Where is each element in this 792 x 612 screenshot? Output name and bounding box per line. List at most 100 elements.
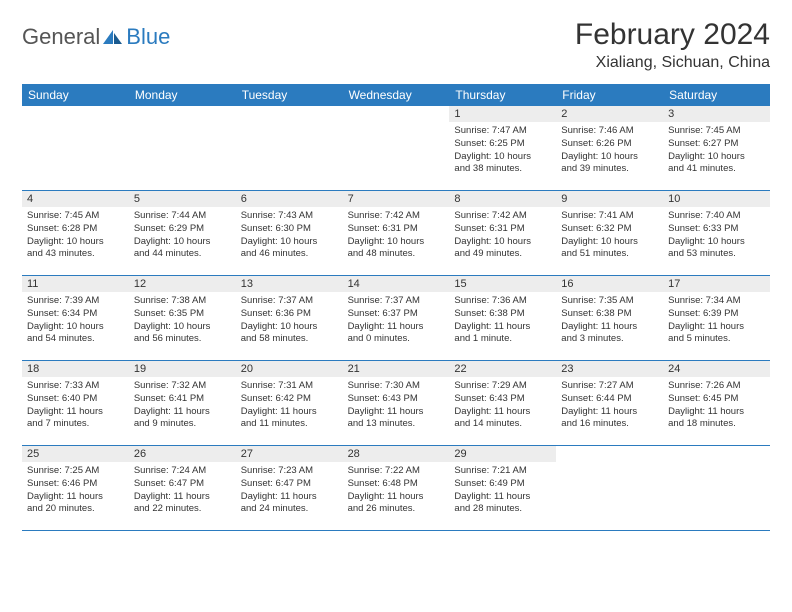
day-details: Sunrise: 7:45 AMSunset: 6:27 PMDaylight:… [663,122,770,180]
day-cell: 6Sunrise: 7:43 AMSunset: 6:30 PMDaylight… [236,191,343,275]
day-details: Sunrise: 7:46 AMSunset: 6:26 PMDaylight:… [556,122,663,180]
sunset-text: Sunset: 6:46 PM [27,478,124,491]
day-cell: 16Sunrise: 7:35 AMSunset: 6:38 PMDayligh… [556,276,663,360]
sunrise-text: Sunrise: 7:31 AM [241,380,338,393]
day-cell: 10Sunrise: 7:40 AMSunset: 6:33 PMDayligh… [663,191,770,275]
sunrise-text: Sunrise: 7:35 AM [561,295,658,308]
sunrise-text: Sunrise: 7:37 AM [241,295,338,308]
day-cell: 22Sunrise: 7:29 AMSunset: 6:43 PMDayligh… [449,361,556,445]
weekday-header: Tuesday [236,84,343,106]
day-cell [556,446,663,530]
day-number: 24 [663,361,770,377]
day-cell: 25Sunrise: 7:25 AMSunset: 6:46 PMDayligh… [22,446,129,530]
sunrise-text: Sunrise: 7:36 AM [454,295,551,308]
day-details: Sunrise: 7:26 AMSunset: 6:45 PMDaylight:… [663,377,770,435]
day-details: Sunrise: 7:30 AMSunset: 6:43 PMDaylight:… [343,377,450,435]
sunset-text: Sunset: 6:31 PM [348,223,445,236]
day-cell: 28Sunrise: 7:22 AMSunset: 6:48 PMDayligh… [343,446,450,530]
daylight-text-1: Daylight: 11 hours [668,321,765,334]
sunset-text: Sunset: 6:42 PM [241,393,338,406]
day-number: 12 [129,276,236,292]
day-details: Sunrise: 7:29 AMSunset: 6:43 PMDaylight:… [449,377,556,435]
daylight-text-1: Daylight: 10 hours [134,321,231,334]
day-number: 16 [556,276,663,292]
daylight-text-2: and 14 minutes. [454,418,551,431]
day-cell: 20Sunrise: 7:31 AMSunset: 6:42 PMDayligh… [236,361,343,445]
day-details: Sunrise: 7:24 AMSunset: 6:47 PMDaylight:… [129,462,236,520]
day-number: 9 [556,191,663,207]
sunset-text: Sunset: 6:43 PM [348,393,445,406]
day-details: Sunrise: 7:41 AMSunset: 6:32 PMDaylight:… [556,207,663,265]
sunrise-text: Sunrise: 7:23 AM [241,465,338,478]
logo-text-blue: Blue [126,24,170,50]
sunset-text: Sunset: 6:29 PM [134,223,231,236]
day-cell: 11Sunrise: 7:39 AMSunset: 6:34 PMDayligh… [22,276,129,360]
day-details: Sunrise: 7:36 AMSunset: 6:38 PMDaylight:… [449,292,556,350]
daylight-text-1: Daylight: 11 hours [348,406,445,419]
daylight-text-1: Daylight: 11 hours [454,321,551,334]
month-title: February 2024 [575,18,770,52]
daylight-text-1: Daylight: 11 hours [27,491,124,504]
empty-day [22,106,129,123]
day-number: 26 [129,446,236,462]
title-block: February 2024 Xialiang, Sichuan, China [575,18,770,72]
day-details: Sunrise: 7:43 AMSunset: 6:30 PMDaylight:… [236,207,343,265]
daylight-text-1: Daylight: 11 hours [134,491,231,504]
sunset-text: Sunset: 6:38 PM [454,308,551,321]
daylight-text-2: and 58 minutes. [241,333,338,346]
sunset-text: Sunset: 6:25 PM [454,138,551,151]
weekday-header: Sunday [22,84,129,106]
day-cell [663,446,770,530]
day-details: Sunrise: 7:40 AMSunset: 6:33 PMDaylight:… [663,207,770,265]
week-row: 18Sunrise: 7:33 AMSunset: 6:40 PMDayligh… [22,361,770,446]
sunrise-text: Sunrise: 7:41 AM [561,210,658,223]
day-cell: 13Sunrise: 7:37 AMSunset: 6:36 PMDayligh… [236,276,343,360]
daylight-text-1: Daylight: 10 hours [27,236,124,249]
daylight-text-2: and 43 minutes. [27,248,124,261]
day-number: 21 [343,361,450,377]
day-cell: 23Sunrise: 7:27 AMSunset: 6:44 PMDayligh… [556,361,663,445]
daylight-text-2: and 24 minutes. [241,503,338,516]
day-number: 10 [663,191,770,207]
day-cell [343,106,450,190]
day-details: Sunrise: 7:23 AMSunset: 6:47 PMDaylight:… [236,462,343,520]
weekday-header: Monday [129,84,236,106]
day-number: 15 [449,276,556,292]
daylight-text-1: Daylight: 10 hours [348,236,445,249]
sunset-text: Sunset: 6:32 PM [561,223,658,236]
daylight-text-2: and 1 minute. [454,333,551,346]
sunset-text: Sunset: 6:26 PM [561,138,658,151]
daylight-text-2: and 46 minutes. [241,248,338,261]
day-cell: 24Sunrise: 7:26 AMSunset: 6:45 PMDayligh… [663,361,770,445]
daylight-text-1: Daylight: 11 hours [348,321,445,334]
empty-day [129,106,236,123]
day-details: Sunrise: 7:44 AMSunset: 6:29 PMDaylight:… [129,207,236,265]
daylight-text-2: and 39 minutes. [561,163,658,176]
day-details: Sunrise: 7:31 AMSunset: 6:42 PMDaylight:… [236,377,343,435]
day-number: 3 [663,106,770,122]
sunrise-text: Sunrise: 7:27 AM [561,380,658,393]
daylight-text-1: Daylight: 11 hours [27,406,124,419]
daylight-text-1: Daylight: 10 hours [454,236,551,249]
day-cell: 4Sunrise: 7:45 AMSunset: 6:28 PMDaylight… [22,191,129,275]
daylight-text-2: and 16 minutes. [561,418,658,431]
day-number: 17 [663,276,770,292]
daylight-text-1: Daylight: 10 hours [134,236,231,249]
day-cell: 8Sunrise: 7:42 AMSunset: 6:31 PMDaylight… [449,191,556,275]
day-details: Sunrise: 7:25 AMSunset: 6:46 PMDaylight:… [22,462,129,520]
sunrise-text: Sunrise: 7:25 AM [27,465,124,478]
weekday-header: Thursday [449,84,556,106]
day-number: 28 [343,446,450,462]
sunset-text: Sunset: 6:40 PM [27,393,124,406]
day-details: Sunrise: 7:32 AMSunset: 6:41 PMDaylight:… [129,377,236,435]
sunrise-text: Sunrise: 7:42 AM [348,210,445,223]
sunset-text: Sunset: 6:38 PM [561,308,658,321]
daylight-text-2: and 13 minutes. [348,418,445,431]
day-cell: 9Sunrise: 7:41 AMSunset: 6:32 PMDaylight… [556,191,663,275]
day-number: 2 [556,106,663,122]
logo-sail-icon [102,28,124,46]
day-cell: 26Sunrise: 7:24 AMSunset: 6:47 PMDayligh… [129,446,236,530]
sunrise-text: Sunrise: 7:24 AM [134,465,231,478]
day-details: Sunrise: 7:35 AMSunset: 6:38 PMDaylight:… [556,292,663,350]
daylight-text-1: Daylight: 11 hours [454,406,551,419]
